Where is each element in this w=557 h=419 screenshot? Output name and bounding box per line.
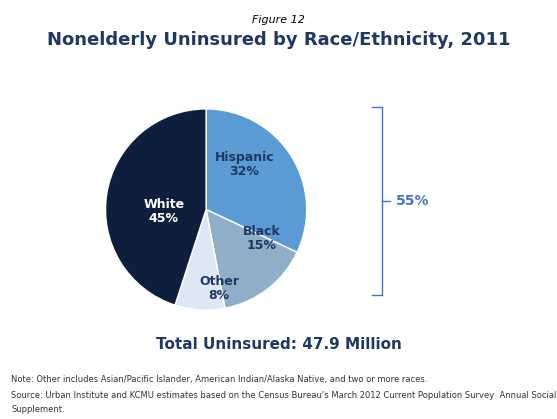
Text: 15%: 15% xyxy=(246,239,276,252)
Text: Black: Black xyxy=(242,225,280,238)
Text: 32%: 32% xyxy=(229,165,259,178)
Text: White: White xyxy=(143,198,184,211)
Wedge shape xyxy=(206,109,307,252)
Wedge shape xyxy=(206,210,297,308)
Text: Figure 12: Figure 12 xyxy=(252,15,305,25)
Text: Nonelderly Uninsured by Race/Ethnicity, 2011: Nonelderly Uninsured by Race/Ethnicity, … xyxy=(47,31,510,49)
Text: Supplement.: Supplement. xyxy=(11,405,65,414)
Text: Source: Urban Institute and KCMU estimates based on the Census Bureau’s March 20: Source: Urban Institute and KCMU estimat… xyxy=(11,391,557,399)
Text: 45%: 45% xyxy=(149,212,179,225)
Text: 55%: 55% xyxy=(395,194,429,208)
Text: Note: Other includes Asian/Pacific Islander, American Indian/Alaska Native, and : Note: Other includes Asian/Pacific Islan… xyxy=(11,375,428,384)
Text: Total Uninsured: 47.9 Million: Total Uninsured: 47.9 Million xyxy=(155,337,402,352)
Text: Hispanic: Hispanic xyxy=(214,151,274,164)
Text: Other: Other xyxy=(199,275,239,288)
Wedge shape xyxy=(175,210,225,310)
Text: 8%: 8% xyxy=(209,290,229,303)
Wedge shape xyxy=(105,109,206,305)
